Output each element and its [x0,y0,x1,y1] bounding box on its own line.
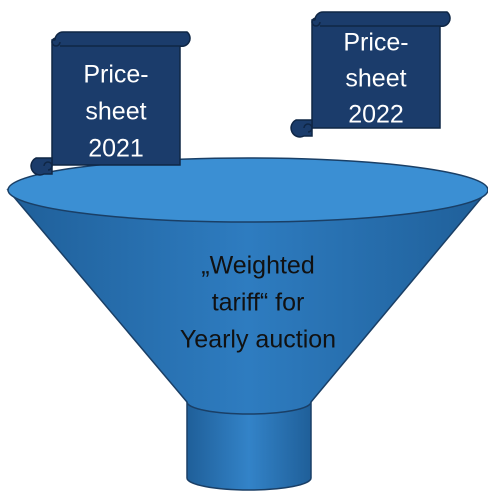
funnel-rim [8,158,488,222]
scroll-curl [55,32,190,46]
scroll-text: Price- [343,29,408,57]
scroll-curl [31,158,52,175]
scroll-text: 2022 [348,101,404,129]
scroll: Price- sheet 2022 [291,12,450,137]
scroll-text: 2021 [88,135,144,163]
funnel [8,158,488,490]
diagram: Price- sheet 2021 Price- sheet 2022 „Wei… [0,0,488,495]
scroll-curl [291,120,312,137]
scroll-curl [315,12,450,26]
funnel-text: „Weighted [201,252,315,280]
scroll-text: Price- [83,61,148,89]
scroll-text: sheet [85,98,146,126]
scroll-text: sheet [345,65,406,93]
funnel-text: Yearly auction [180,326,336,354]
scroll: Price- sheet 2021 [31,32,190,175]
funnel-text: tariff“ for [212,289,305,317]
